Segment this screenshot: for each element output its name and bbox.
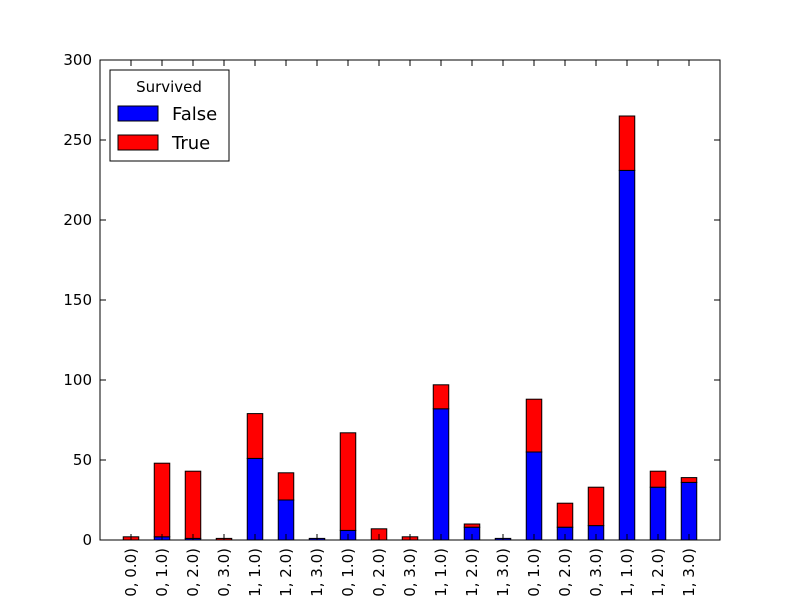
legend: Survived False True <box>109 69 230 162</box>
legend-title: Survived <box>136 78 202 96</box>
bar-false-18 <box>680 481 698 541</box>
x-tick-label: 1, 1.0) <box>618 548 636 597</box>
x-tick-label: 1, 1.0) <box>432 548 450 597</box>
x-tick-label: 1, 3.0) <box>680 548 698 597</box>
bar-false-17 <box>649 486 667 541</box>
x-tick-label: 0, 2.0) <box>370 548 388 597</box>
x-axis: 0, 0.0) 0, 1.0) 0, 2.0) 0, 3.0) 1, 1.0) 1, 2.… <box>122 60 698 597</box>
bar-false-16 <box>618 169 636 541</box>
y-tick-label: 300 <box>63 51 92 69</box>
x-tick-label: 1, 2.0) <box>649 548 667 597</box>
bar-true-18 <box>680 477 698 483</box>
bar-true-7 <box>339 432 357 531</box>
x-tick-label: 0, 1.0) <box>525 548 543 597</box>
legend-swatch-true <box>117 134 159 151</box>
legend-label-false: False <box>172 104 217 125</box>
bar-true-4 <box>246 413 264 459</box>
x-tick-label: 1, 3.0) <box>494 548 512 597</box>
x-tick-label: 0, 3.0) <box>587 548 605 597</box>
x-tick-label: 0, 2.0) <box>184 548 202 597</box>
x-tick-label: 1, 2.0) <box>277 548 295 597</box>
x-tick-label: 1, 2.0) <box>463 548 481 597</box>
bar-true-10 <box>432 384 450 410</box>
y-tick-label: 100 <box>63 371 92 389</box>
bar-true-11 <box>463 523 481 528</box>
x-tick-label: 0, 0.0) <box>122 548 140 597</box>
bar-false-13 <box>525 451 543 541</box>
bars-layer <box>122 115 698 541</box>
x-tick-label: 0, 3.0) <box>215 548 233 597</box>
y-axis: 0 50 100 150 200 250 300 <box>63 51 720 549</box>
bar-true-13 <box>525 398 543 453</box>
x-tick-label: 0, 2.0) <box>556 548 574 597</box>
x-tick-label: 1, 1.0) <box>246 548 264 597</box>
bar-true-17 <box>649 470 667 488</box>
x-tick-label: 0, 3.0) <box>401 548 419 597</box>
y-tick-label: 250 <box>63 131 92 149</box>
legend-label-true: True <box>171 133 210 154</box>
bar-true-15 <box>587 486 605 527</box>
bar-true-5 <box>277 472 295 501</box>
y-tick-label: 200 <box>63 211 92 229</box>
y-tick-label: 0 <box>82 531 92 549</box>
y-tick-label: 150 <box>63 291 92 309</box>
bar-true-14 <box>556 502 574 528</box>
bar-false-10 <box>432 408 450 541</box>
y-tick-label: 50 <box>73 451 92 469</box>
legend-swatch-false <box>117 105 159 122</box>
bar-true-1 <box>153 462 171 538</box>
x-tick-label: 1, 3.0) <box>308 548 326 597</box>
plot-frame <box>99 59 721 541</box>
x-tick-label: 0, 1.0) <box>339 548 357 597</box>
bar-false-4 <box>246 457 264 541</box>
bar-true-2 <box>184 470 202 539</box>
bar-true-16 <box>618 115 636 171</box>
x-tick-label: 0, 1.0) <box>153 548 171 597</box>
